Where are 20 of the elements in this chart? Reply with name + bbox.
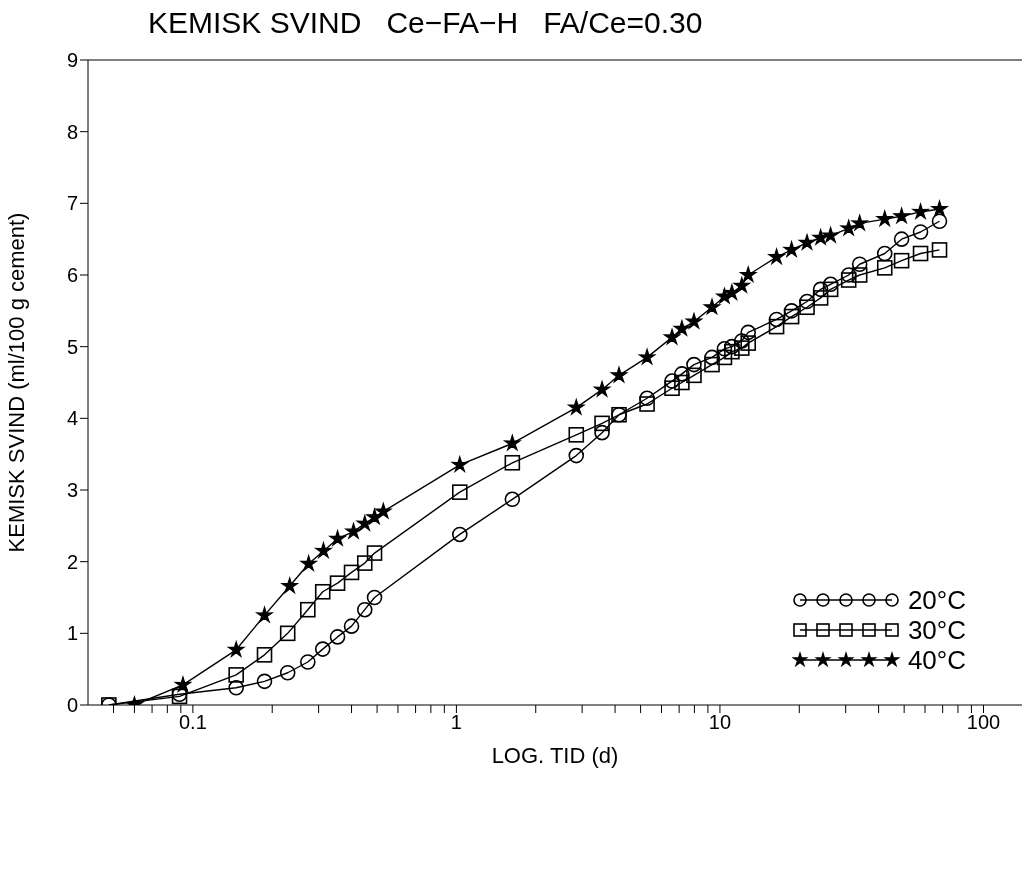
y-tick-label: 2 bbox=[66, 550, 78, 573]
chart-title: KEMISK SVIND Ce−FA−H FA/Ce=0.30 bbox=[148, 6, 703, 40]
y-tick-label: 8 bbox=[66, 120, 78, 143]
legend-label: 40°C bbox=[907, 644, 966, 676]
x-tick-label: 1 bbox=[450, 711, 462, 734]
y-tick-label: 1 bbox=[66, 622, 78, 645]
y-tick-label: 5 bbox=[66, 335, 78, 358]
y-tick-label: 9 bbox=[66, 49, 78, 72]
x-tick-label: 100 bbox=[966, 711, 1001, 734]
legend-label: 20°C bbox=[907, 584, 966, 616]
y-tick-label: 4 bbox=[66, 407, 78, 430]
legend-label: 30°C bbox=[907, 614, 966, 646]
y-tick-label: 3 bbox=[66, 479, 78, 502]
y-tick-label: 0 bbox=[66, 694, 78, 717]
x-axis-title: LOG. TID (d) bbox=[491, 743, 619, 768]
x-tick-label: 10 bbox=[708, 711, 732, 734]
x-tick-label: 0.1 bbox=[178, 711, 207, 734]
y-tick-label: 6 bbox=[66, 264, 78, 287]
y-tick-label: 7 bbox=[66, 192, 78, 215]
y-axis-title: KEMISK SVIND (ml/100 g cement) bbox=[3, 212, 29, 553]
